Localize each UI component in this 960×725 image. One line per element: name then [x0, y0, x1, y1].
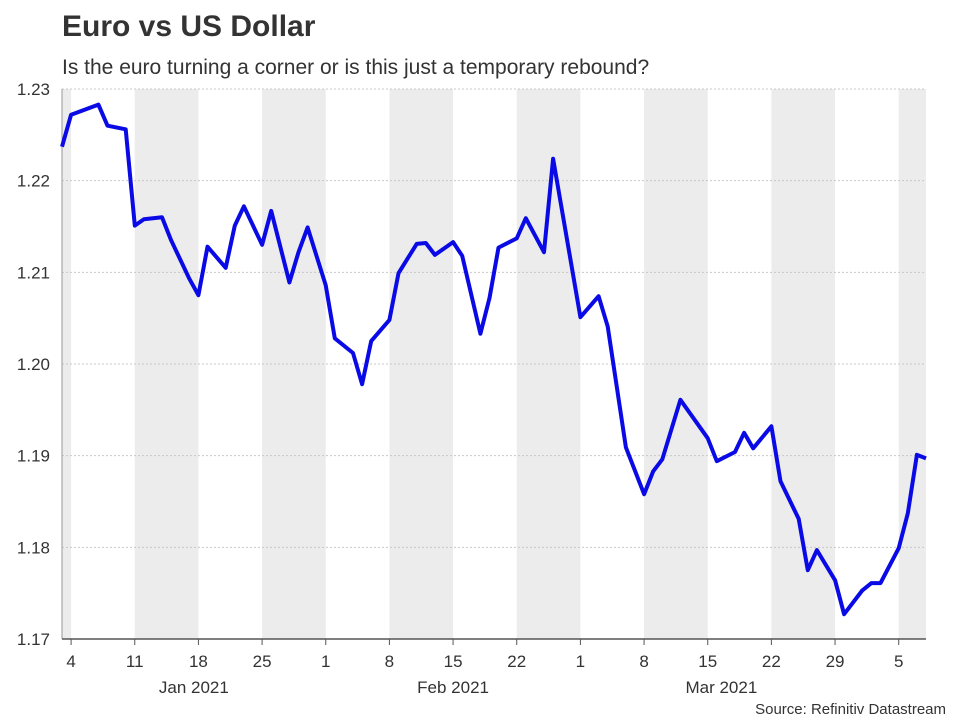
x-tick-label: 8 [385, 652, 394, 671]
x-tick-label: 8 [639, 652, 648, 671]
x-tick-label: 15 [444, 652, 463, 671]
x-tick-label: 4 [66, 652, 75, 671]
y-tick-label: 1.18 [17, 538, 50, 557]
x-tick-label: 29 [826, 652, 845, 671]
chart-title: Euro vs US Dollar [62, 10, 316, 43]
y-tick-label: 1.19 [17, 447, 50, 466]
x-tick-label: 25 [253, 652, 272, 671]
y-tick-label: 1.21 [17, 263, 50, 282]
chart-subtitle: Is the euro turning a corner or is this … [62, 56, 649, 79]
month-label: Mar 2021 [685, 678, 757, 697]
data-line [60, 102, 927, 617]
x-tick-label: 15 [698, 652, 717, 671]
y-tick-label: 1.20 [17, 355, 50, 374]
x-tick-label: 18 [189, 652, 208, 671]
x-tick-label: 1 [576, 652, 585, 671]
y-tick-label: 1.22 [17, 172, 50, 191]
x-tick-label: 22 [762, 652, 781, 671]
x-tick-label: 1 [321, 652, 330, 671]
month-label: Feb 2021 [417, 678, 489, 697]
y-tick-label: 1.17 [17, 630, 50, 649]
x-tick-label: 11 [126, 652, 144, 671]
source-note: Source: Refinitiv Datastream [755, 701, 946, 718]
x-tick-label: 5 [894, 652, 903, 671]
x-tick-label: 22 [507, 652, 526, 671]
y-tick-label: 1.23 [17, 80, 50, 99]
month-label: Jan 2021 [159, 678, 229, 697]
